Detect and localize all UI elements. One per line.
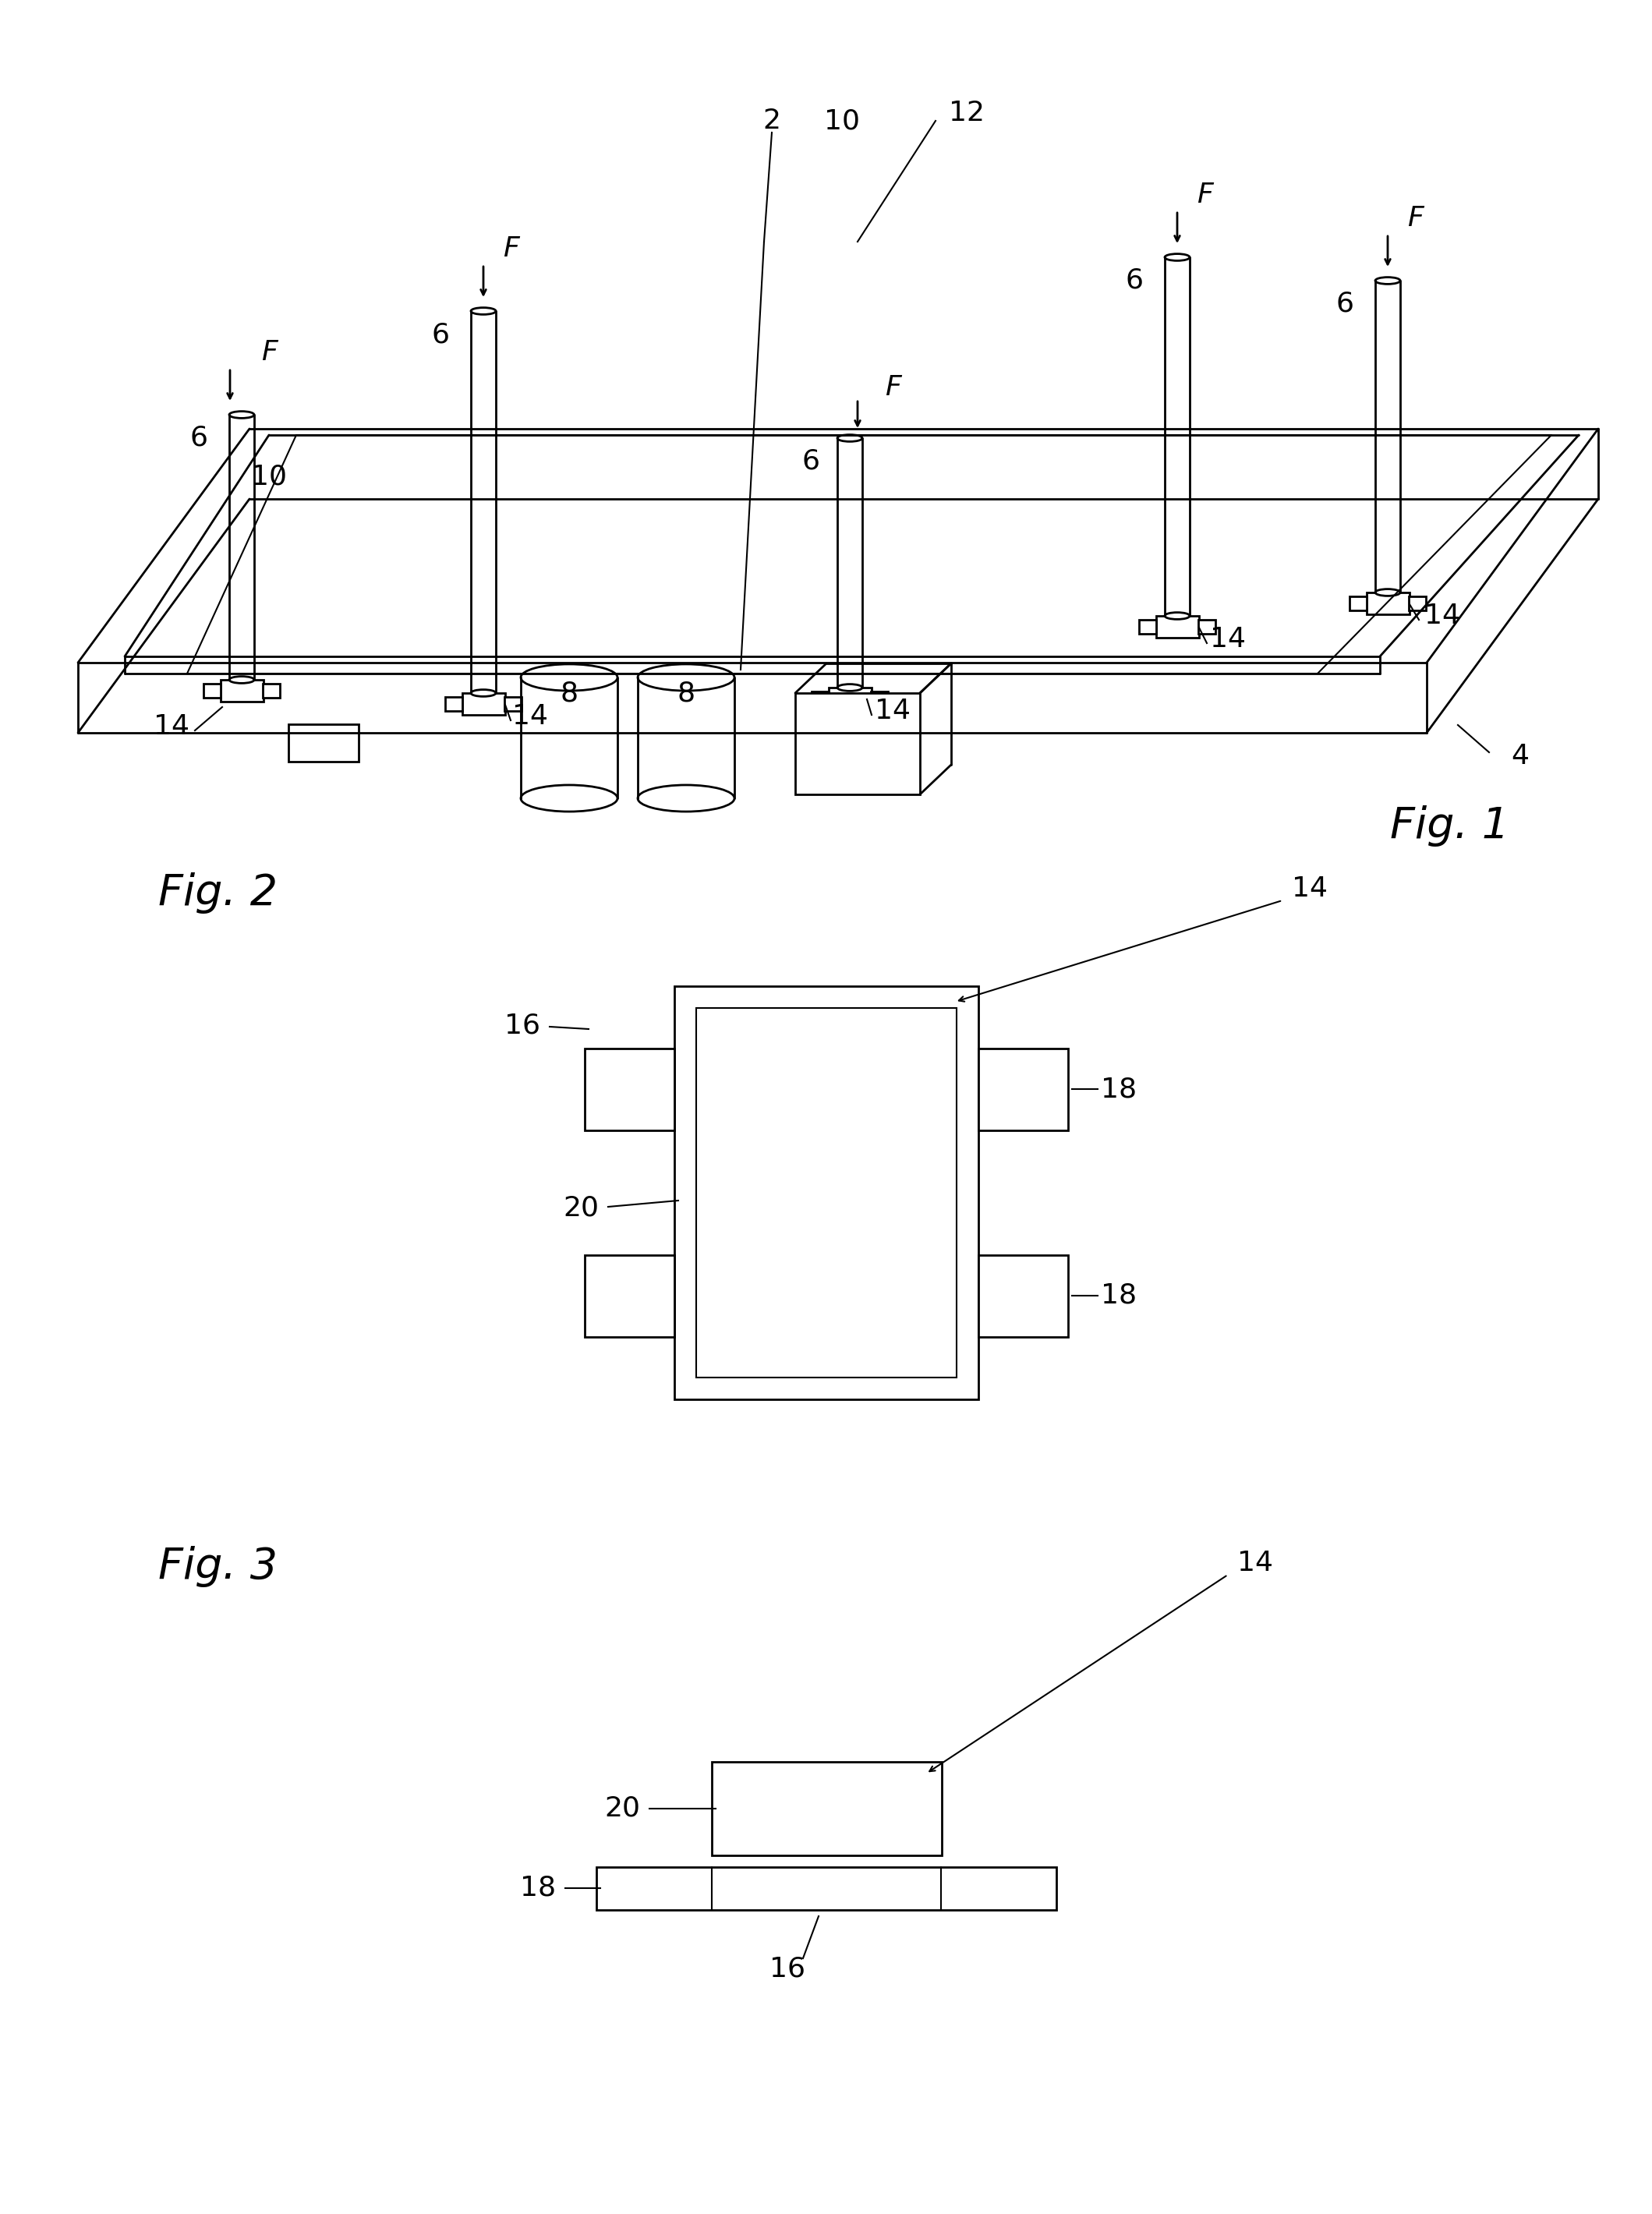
Text: Fig. 3: Fig. 3	[159, 1545, 278, 1587]
Text: F: F	[884, 374, 900, 401]
Text: 18: 18	[520, 1875, 557, 1902]
Bar	[1409, 596, 1426, 611]
Bar	[712, 1762, 942, 1855]
Ellipse shape	[230, 412, 254, 418]
Bar	[695, 1007, 957, 1377]
Ellipse shape	[520, 664, 618, 691]
Text: 20: 20	[605, 1796, 639, 1822]
Text: 16: 16	[504, 1012, 540, 1038]
Text: 6: 6	[801, 447, 819, 474]
Text: 10: 10	[251, 465, 287, 489]
Text: 14: 14	[1237, 1550, 1274, 1576]
Text: 14: 14	[874, 697, 910, 724]
Bar	[221, 680, 264, 702]
Text: 6: 6	[431, 321, 449, 348]
Bar	[978, 1255, 1069, 1337]
Ellipse shape	[1374, 589, 1401, 596]
Ellipse shape	[1165, 255, 1189, 261]
Text: 18: 18	[1100, 1282, 1137, 1308]
Text: 16: 16	[770, 1955, 805, 1982]
Bar	[504, 697, 522, 711]
Bar	[463, 693, 506, 715]
Bar	[596, 1866, 1056, 1911]
Bar	[811, 691, 829, 706]
Text: 12: 12	[948, 100, 985, 126]
Text: Fig. 2: Fig. 2	[159, 872, 278, 912]
Text: 20: 20	[563, 1196, 598, 1222]
Bar	[444, 697, 463, 711]
Ellipse shape	[838, 684, 862, 691]
Text: Fig. 1: Fig. 1	[1391, 806, 1510, 848]
Ellipse shape	[230, 675, 254, 684]
Text: 8: 8	[677, 680, 695, 706]
Text: F: F	[261, 339, 278, 365]
Text: 14: 14	[1292, 875, 1328, 901]
Text: 6: 6	[1125, 268, 1143, 294]
Ellipse shape	[638, 664, 735, 691]
Bar	[829, 689, 872, 708]
Text: 6: 6	[1336, 290, 1353, 317]
Bar	[585, 1049, 674, 1131]
Bar	[263, 684, 279, 697]
Ellipse shape	[638, 786, 735, 813]
Bar	[1138, 620, 1156, 633]
Bar	[674, 985, 978, 1399]
Ellipse shape	[471, 689, 496, 697]
Text: F: F	[502, 235, 519, 261]
Ellipse shape	[471, 308, 496, 314]
Ellipse shape	[838, 434, 862, 441]
Text: 18: 18	[1100, 1076, 1137, 1103]
Bar	[1366, 593, 1409, 613]
Ellipse shape	[520, 786, 618, 813]
Text: 14: 14	[1209, 627, 1246, 653]
Text: 14: 14	[1424, 602, 1460, 629]
Ellipse shape	[1165, 613, 1189, 620]
Bar	[585, 1255, 674, 1337]
Bar	[795, 693, 920, 795]
Bar	[1198, 620, 1216, 633]
Bar	[871, 691, 889, 706]
Text: F: F	[1196, 182, 1213, 208]
Bar	[978, 1049, 1069, 1131]
Bar	[1350, 596, 1366, 611]
Text: 10: 10	[824, 108, 861, 135]
Text: 2: 2	[763, 108, 781, 135]
Text: 8: 8	[560, 680, 578, 706]
Text: 6: 6	[190, 425, 208, 452]
Bar	[203, 684, 221, 697]
Text: 14: 14	[154, 713, 190, 739]
Bar	[289, 724, 358, 762]
Text: F: F	[1408, 206, 1422, 232]
Text: 14: 14	[512, 704, 548, 731]
Text: 4: 4	[1512, 744, 1530, 770]
Bar	[1156, 615, 1199, 638]
Ellipse shape	[1374, 277, 1401, 283]
